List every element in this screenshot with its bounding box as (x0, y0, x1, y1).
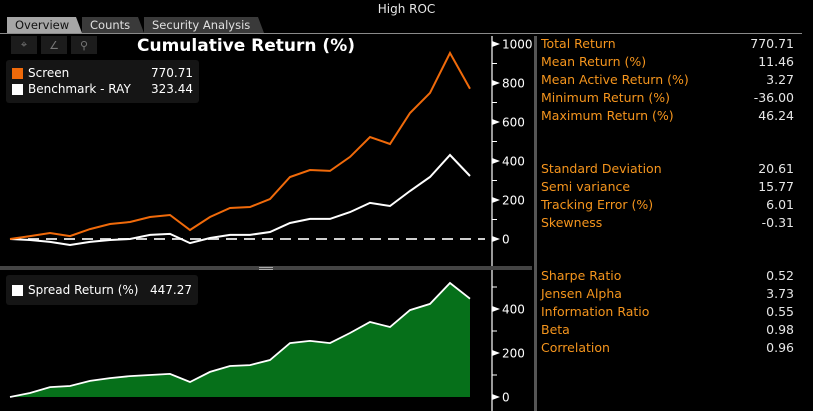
splitter-grip-icon[interactable] (259, 267, 273, 268)
stat-value: 0.98 (766, 322, 794, 337)
stat-label: Mean Return (%) (541, 54, 647, 69)
y-tick-mark (492, 306, 500, 312)
y-tick-mark (492, 41, 500, 47)
stat-value: 15.77 (758, 179, 794, 194)
stat-value: 3.27 (766, 72, 794, 87)
tab-bar: Overview Counts Security Analysis (0, 17, 800, 33)
spread-line (9, 281, 471, 398)
legend-value: 447.27 (150, 283, 192, 297)
zoom-icon[interactable]: ⚲ (71, 36, 97, 54)
y-tick-mark (492, 394, 500, 400)
panel-divider[interactable] (534, 36, 537, 411)
stat-row: Total Return 770.71 (541, 36, 794, 54)
top-legend: Screen 770.71 Benchmark - RAY 323.44 (6, 60, 199, 103)
tab-counts[interactable]: Counts (82, 17, 144, 33)
stat-row: Tracking Error (%) 6.01 (541, 197, 794, 215)
stat-label: Minimum Return (%) (541, 90, 670, 105)
stat-label: Total Return (541, 36, 616, 51)
legend-item-screen[interactable]: Screen 770.71 (12, 65, 193, 81)
chart-title: Cumulative Return (%) (137, 36, 356, 56)
y-tick-label: 1000 (502, 38, 533, 52)
y-tick-mark (492, 350, 500, 356)
stat-value: 0.52 (766, 268, 794, 283)
pencil-icon[interactable]: ∠ (41, 36, 67, 54)
stat-value: 11.46 (758, 54, 794, 69)
y-tick-label: 0 (502, 391, 510, 405)
stat-value: 3.73 (766, 286, 794, 301)
y-tick-label: 800 (502, 77, 525, 91)
stat-label: Tracking Error (%) (541, 197, 654, 212)
stat-row: Beta 0.98 (541, 322, 794, 340)
y-tick-mark (492, 158, 500, 164)
benchmark-line (9, 153, 471, 247)
stat-row: Skewness -0.31 (541, 215, 794, 233)
legend-item-spread[interactable]: Spread Return (%) 447.27 (12, 282, 192, 298)
y-tick-label: 600 (502, 116, 525, 130)
screen-swatch (12, 67, 23, 79)
tab-security-analysis[interactable]: Security Analysis (144, 17, 264, 33)
stat-label: Semi variance (541, 179, 631, 194)
crosshair-icon[interactable]: ⌖ (11, 36, 37, 54)
stat-row: Jensen Alpha 3.73 (541, 286, 794, 304)
chart-toolbar: ⌖ ∠ ⚲ (11, 36, 97, 54)
y-tick-label: 400 (502, 303, 525, 317)
stat-value: 20.61 (758, 161, 794, 176)
stat-row: Standard Deviation 20.61 (541, 161, 794, 179)
y-tick-mark (492, 119, 500, 125)
y-tick-label: 200 (502, 347, 525, 361)
stat-row: Mean Return (%) 11.46 (541, 54, 794, 72)
stat-row: Mean Active Return (%) 3.27 (541, 72, 794, 90)
spread-area (10, 283, 470, 397)
stat-row: Correlation 0.96 (541, 340, 794, 358)
stat-value: 0.55 (766, 304, 794, 319)
y-tick-mark (492, 197, 500, 203)
stat-value: 6.01 (766, 197, 794, 212)
chart-splitter[interactable] (0, 266, 532, 270)
stat-label: Skewness (541, 215, 603, 230)
stat-label: Maximum Return (%) (541, 108, 674, 123)
legend-name: Spread Return (%) (28, 283, 139, 297)
screen-line (9, 50, 471, 240)
stat-value: 0.96 (766, 340, 794, 355)
tab-overview[interactable]: Overview (7, 17, 82, 33)
stat-value: -0.31 (761, 215, 794, 230)
stat-value: 46.24 (758, 108, 794, 123)
stat-value: -36.00 (753, 90, 794, 105)
y-tick-label: 200 (502, 194, 525, 208)
y-tick-mark (492, 80, 500, 86)
bottom-legend: Spread Return (%) 447.27 (6, 275, 198, 305)
legend-item-benchmark[interactable]: Benchmark - RAY 323.44 (12, 81, 193, 97)
stat-label: Jensen Alpha (541, 286, 622, 301)
legend-name: Screen (28, 66, 70, 80)
stat-label: Mean Active Return (%) (541, 72, 689, 87)
stat-row: Sharpe Ratio 0.52 (541, 268, 794, 286)
spread-swatch (12, 284, 23, 296)
stat-label: Beta (541, 322, 570, 337)
legend-value: 323.44 (151, 82, 193, 96)
legend-value: 770.71 (151, 66, 193, 80)
benchmark-swatch (12, 83, 23, 95)
stat-label: Correlation (541, 340, 610, 355)
stat-row: Information Ratio 0.55 (541, 304, 794, 322)
stat-row: Semi variance 15.77 (541, 179, 794, 197)
legend-name: Benchmark - RAY (28, 82, 131, 96)
window-title: High ROC (377, 2, 436, 16)
stat-value: 770.71 (750, 36, 794, 51)
y-tick-label: 400 (502, 155, 525, 169)
stat-row: Minimum Return (%) -36.00 (541, 90, 794, 108)
y-tick-mark (492, 236, 500, 242)
stat-label: Information Ratio (541, 304, 650, 319)
stat-label: Sharpe Ratio (541, 268, 622, 283)
stat-label: Standard Deviation (541, 161, 662, 176)
y-tick-label: 0 (502, 233, 510, 247)
tab-divider (0, 33, 802, 34)
stat-row: Maximum Return (%) 46.24 (541, 108, 794, 126)
